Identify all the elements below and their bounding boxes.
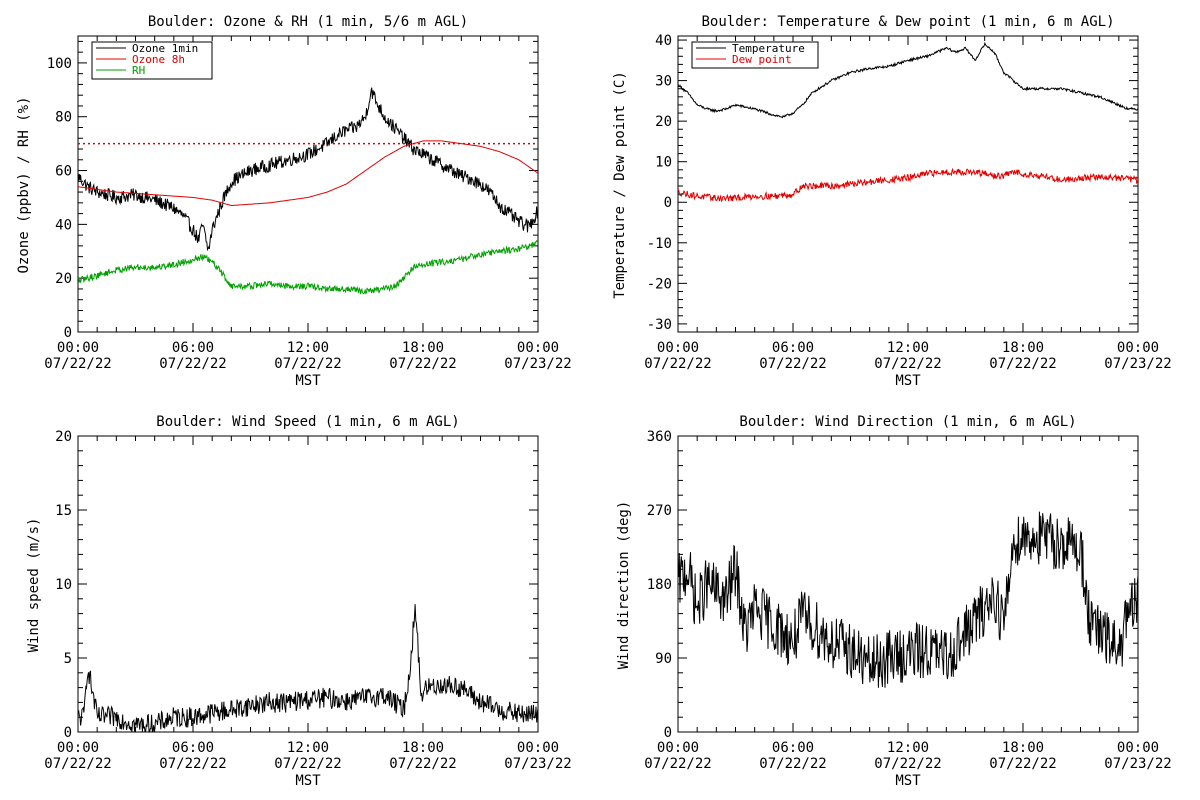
temp-y-tick-label: -10	[647, 236, 672, 252]
temp-x-axis-label: MST	[895, 373, 921, 389]
ozone-y-tick-label: 0	[64, 325, 72, 341]
wspd-x-tick-time: 00:00	[57, 740, 99, 756]
wdir-chart-title: Boulder: Wind Direction (1 min, 6 m AGL)	[739, 414, 1076, 430]
wspd-x-tick-time: 12:00	[287, 740, 329, 756]
ozone-rh-panel: Boulder: Ozone & RH (1 min, 5/6 m AGL) O…	[16, 14, 572, 389]
ozone-x-tick-date: 07/22/22	[274, 356, 341, 372]
wspd-x-tick-time: 18:00	[402, 740, 444, 756]
temp-y-tick-label: 10	[655, 155, 672, 171]
ozone-y-tick-label: 20	[55, 271, 72, 287]
wspd-y-tick-label: 15	[55, 503, 72, 519]
ozone-legend-label: RH	[132, 64, 145, 77]
wspd-x-axis-label: MST	[295, 773, 321, 789]
wdir-y-tick-label: 270	[647, 503, 672, 519]
temp-x-tick-time: 00:00	[1117, 340, 1159, 356]
wdir-y-tick-label: 90	[655, 651, 672, 667]
wdir-plot-frame	[677, 435, 1139, 733]
ozone-legend-label: Ozone 8h	[132, 53, 185, 66]
wdir-x-tick-time: 00:00	[1117, 740, 1159, 756]
wdir-x-tick-date: 07/23/22	[1104, 756, 1171, 772]
ozone-x-axis-label: MST	[295, 373, 321, 389]
wspd-y-axis-label: Wind speed (m/s)	[26, 518, 42, 653]
wspd-x-tick-date: 07/22/22	[44, 756, 111, 772]
ozone-x-tick-date: 07/22/22	[389, 356, 456, 372]
ozone-series-ozone-1min	[78, 87, 538, 252]
ozone-y-tick-label: 40	[55, 217, 72, 233]
wdir-y-tick-label: 180	[647, 577, 672, 593]
temp-x-tick-date: 07/22/22	[874, 356, 941, 372]
wspd-x-tick-date: 07/22/22	[274, 756, 341, 772]
wdir-x-tick-date: 07/22/22	[874, 756, 941, 772]
wdir-x-tick-time: 06:00	[772, 740, 814, 756]
temp-series-temperature	[678, 41, 1138, 119]
temp-x-tick-time: 00:00	[657, 340, 699, 356]
temp-y-tick-label: -30	[647, 317, 672, 333]
wspd-x-tick-date: 07/22/22	[389, 756, 456, 772]
wind-direction-panel: Boulder: Wind Direction (1 min, 6 m AGL)…	[616, 414, 1172, 789]
ozone-x-tick-time: 00:00	[517, 340, 559, 356]
ozone-y-axis-label: Ozone (ppbv) / RH (%)	[16, 96, 32, 273]
temp-legend-label: Temperature	[732, 42, 805, 55]
wspd-y-tick-label: 20	[55, 429, 72, 445]
temp-x-tick-date: 07/22/22	[644, 356, 711, 372]
wdir-y-tick-label: 360	[647, 429, 672, 445]
ozone-y-tick-label: 80	[55, 110, 72, 126]
temperature-dewpoint-panel: Boulder: Temperature & Dew point (1 min,…	[612, 14, 1172, 389]
temp-series-dew-point	[678, 167, 1138, 203]
temp-y-tick-label: 0	[664, 195, 672, 211]
ozone-x-tick-time: 06:00	[172, 340, 214, 356]
temp-legend-box	[691, 41, 819, 69]
ozone-x-tick-date: 07/23/22	[504, 356, 571, 372]
ozone-legend-label: Ozone 1min	[132, 42, 198, 55]
temp-legend-label: Dew point	[732, 53, 792, 66]
temp-x-tick-time: 06:00	[772, 340, 814, 356]
ozone-x-tick-time: 12:00	[287, 340, 329, 356]
temp-y-axis-label: Temperature / Dew point (C)	[612, 71, 628, 299]
temp-y-tick-label: 40	[655, 33, 672, 49]
wdir-x-axis-label: MST	[895, 773, 921, 789]
temp-x-tick-time: 12:00	[887, 340, 929, 356]
wdir-series-wind-direction	[678, 511, 1138, 688]
temp-y-tick-label: 30	[655, 74, 672, 90]
wspd-x-tick-time: 06:00	[172, 740, 214, 756]
wdir-x-tick-date: 07/22/22	[759, 756, 826, 772]
wdir-x-tick-date: 07/22/22	[989, 756, 1056, 772]
wind-speed-panel: Boulder: Wind Speed (1 min, 6 m AGL) Win…	[26, 414, 572, 789]
wdir-x-tick-time: 00:00	[657, 740, 699, 756]
temp-x-tick-date: 07/22/22	[989, 356, 1056, 372]
wspd-y-tick-label: 0	[64, 725, 72, 741]
temp-x-tick-date: 07/23/22	[1104, 356, 1171, 372]
wspd-x-tick-date: 07/23/22	[504, 756, 571, 772]
ozone-series-ozone-8h	[78, 140, 538, 206]
temp-x-tick-time: 18:00	[1002, 340, 1044, 356]
wspd-x-tick-time: 00:00	[517, 740, 559, 756]
wspd-y-tick-label: 5	[64, 651, 72, 667]
wspd-series-wind-speed	[78, 604, 538, 732]
wdir-x-tick-time: 18:00	[1002, 740, 1044, 756]
wspd-y-tick-label: 10	[55, 577, 72, 593]
wdir-y-axis-label: Wind direction (deg)	[616, 501, 632, 670]
ozone-x-tick-time: 00:00	[57, 340, 99, 356]
ozone-x-tick-date: 07/22/22	[44, 356, 111, 372]
wspd-x-tick-date: 07/22/22	[159, 756, 226, 772]
temp-x-tick-date: 07/22/22	[759, 356, 826, 372]
wspd-plot-frame	[77, 435, 539, 733]
wspd-chart-title: Boulder: Wind Speed (1 min, 6 m AGL)	[156, 414, 459, 430]
ozone-x-tick-date: 07/22/22	[159, 356, 226, 372]
ozone-series-rh	[78, 239, 538, 295]
wdir-x-tick-time: 12:00	[887, 740, 929, 756]
ozone-y-tick-label: 100	[47, 56, 72, 72]
temp-y-tick-label: 20	[655, 114, 672, 130]
wdir-y-tick-label: 0	[664, 725, 672, 741]
temp-chart-title: Boulder: Temperature & Dew point (1 min,…	[701, 14, 1114, 30]
ozone-x-tick-time: 18:00	[402, 340, 444, 356]
ozone-chart-title: Boulder: Ozone & RH (1 min, 5/6 m AGL)	[148, 14, 468, 30]
temp-plot-frame	[677, 35, 1139, 333]
temp-y-tick-label: -20	[647, 276, 672, 292]
ozone-y-tick-label: 60	[55, 164, 72, 180]
wdir-x-tick-date: 07/22/22	[644, 756, 711, 772]
